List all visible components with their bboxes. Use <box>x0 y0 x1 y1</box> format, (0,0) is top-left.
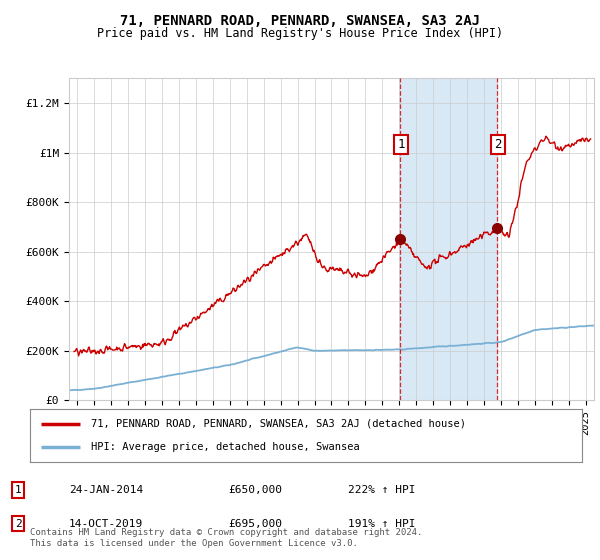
Text: 71, PENNARD ROAD, PENNARD, SWANSEA, SA3 2AJ: 71, PENNARD ROAD, PENNARD, SWANSEA, SA3 … <box>120 14 480 28</box>
Text: £695,000: £695,000 <box>228 519 282 529</box>
Text: £650,000: £650,000 <box>228 485 282 495</box>
Text: 14-OCT-2019: 14-OCT-2019 <box>69 519 143 529</box>
Text: 2: 2 <box>494 138 502 151</box>
Text: 222% ↑ HPI: 222% ↑ HPI <box>348 485 415 495</box>
Text: Contains HM Land Registry data © Crown copyright and database right 2024.
This d: Contains HM Land Registry data © Crown c… <box>30 528 422 548</box>
Text: Price paid vs. HM Land Registry's House Price Index (HPI): Price paid vs. HM Land Registry's House … <box>97 27 503 40</box>
Text: 1: 1 <box>14 485 22 495</box>
Text: 24-JAN-2014: 24-JAN-2014 <box>69 485 143 495</box>
Text: 2: 2 <box>14 519 22 529</box>
Text: 1: 1 <box>397 138 404 151</box>
Bar <box>400 78 497 400</box>
Text: HPI: Average price, detached house, Swansea: HPI: Average price, detached house, Swan… <box>91 442 359 452</box>
Text: 71, PENNARD ROAD, PENNARD, SWANSEA, SA3 2AJ (detached house): 71, PENNARD ROAD, PENNARD, SWANSEA, SA3 … <box>91 419 466 429</box>
Text: 191% ↑ HPI: 191% ↑ HPI <box>348 519 415 529</box>
